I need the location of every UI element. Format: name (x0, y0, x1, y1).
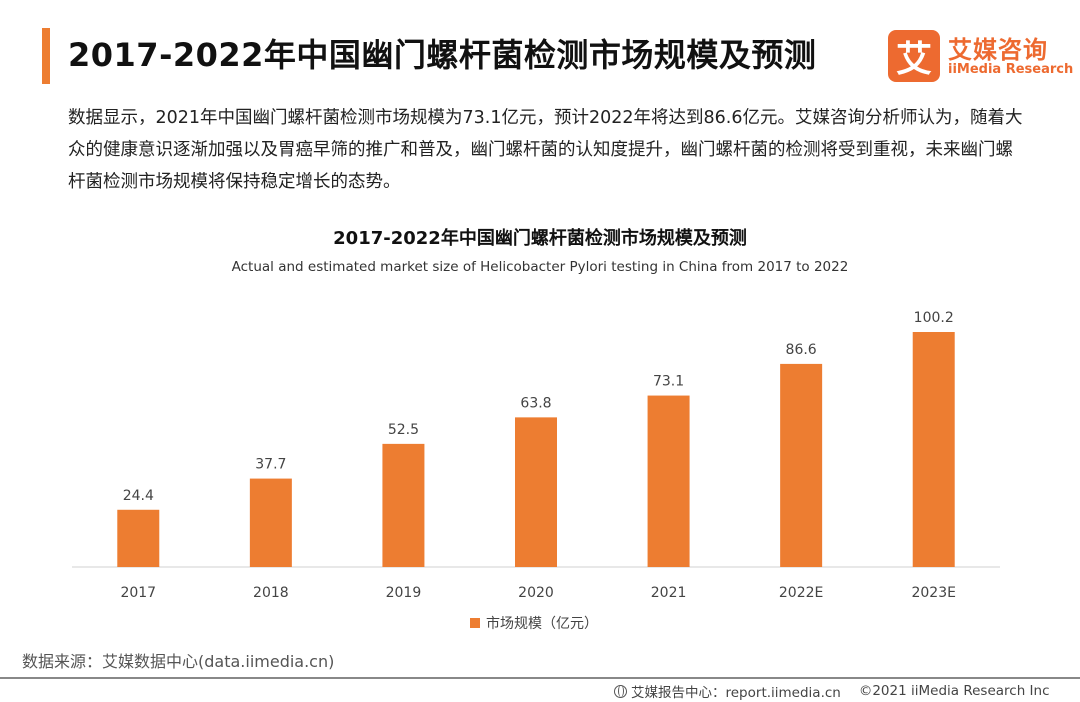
bar-2018 (249, 478, 292, 567)
logo-mark: 艾 (888, 30, 940, 82)
page-title: 2017-2022年中国幽门螺杆菌检测市场规模及预测 (68, 36, 817, 74)
globe-icon (614, 684, 627, 698)
data-source: 数据来源：艾媒数据中心(data.iimedia.cn) (22, 652, 335, 671)
title-accent-bar (42, 28, 50, 84)
x-tick-label-2017: 2017 (120, 585, 156, 601)
bar-2021 (647, 395, 690, 567)
bar-chart: 24.4 2017 37.7 2018 52.5 2019 63.8 2020 73.1 2021… (72, 310, 1000, 632)
bar-2019 (382, 443, 425, 567)
legend-swatch (470, 618, 480, 628)
x-tick-label-2019: 2019 (386, 585, 422, 601)
data-label-2023E: 100.2 (914, 310, 954, 326)
x-tick-label-2022E: 2022E (779, 585, 823, 601)
data-label-2021: 73.1 (653, 374, 684, 390)
brand-logo: 艾 艾媒咨询 iiMedia Research (888, 30, 1073, 82)
data-label-2022E: 86.6 (786, 342, 817, 358)
footer-copyright: ©2021 iiMedia Research Inc (858, 683, 1050, 699)
logo-name-en: iiMedia Research (948, 62, 1074, 77)
legend-label: 市场规模（亿元） (486, 615, 598, 632)
chart-title: 2017-2022年中国幽门螺杆菌检测市场规模及预测 (333, 228, 747, 249)
x-tick-label-2020: 2020 (518, 585, 554, 601)
bar-2020 (515, 417, 557, 567)
footer: 艾媒报告中心：report.iimedia.cn ©2021 iiMedia R… (614, 681, 1050, 701)
bar-2023E (912, 332, 955, 567)
x-tick-label-2021: 2021 (651, 585, 687, 601)
footer-divider (0, 677, 1080, 679)
logo-name-cn: 艾媒咨询 (948, 36, 1048, 64)
x-tick-label-2018: 2018 (253, 585, 289, 601)
data-label-2018: 37.7 (255, 457, 286, 473)
bar-2022E (780, 363, 823, 567)
bar-2017 (117, 509, 160, 567)
data-label-2019: 52.5 (388, 422, 419, 438)
data-label-2020: 63.8 (520, 395, 551, 411)
footer-report-link[interactable]: 艾媒报告中心：report.iimedia.cn (631, 685, 841, 701)
summary-paragraph: 数据显示，2021年中国幽门螺杆菌检测市场规模为73.1亿元，预计2022年将达… (68, 108, 1023, 192)
x-tick-label-2023E: 2023E (911, 585, 955, 601)
data-label-2017: 24.4 (123, 488, 154, 504)
chart-subtitle: Actual and estimated market size of Heli… (231, 259, 849, 275)
